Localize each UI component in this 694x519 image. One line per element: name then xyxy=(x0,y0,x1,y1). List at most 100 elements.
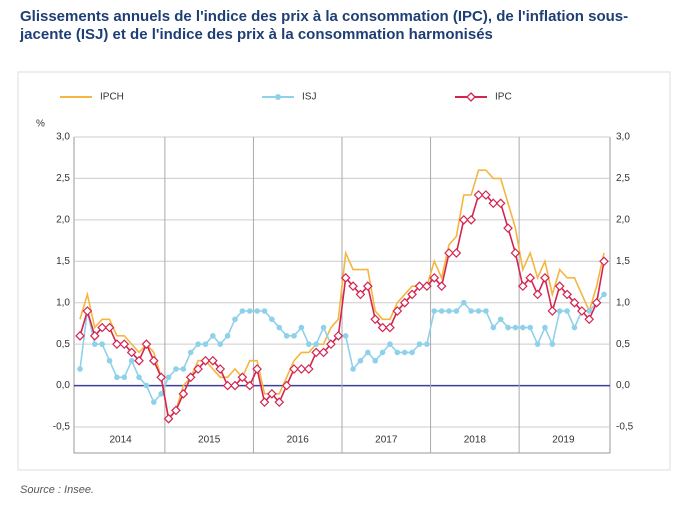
point xyxy=(97,322,107,333)
x-tick-label: 2019 xyxy=(552,435,575,446)
point xyxy=(564,308,570,314)
point xyxy=(75,331,85,341)
point xyxy=(222,380,233,391)
legend-label: ISJ xyxy=(302,92,316,103)
y2-tick-label: 0,5 xyxy=(616,339,630,350)
point xyxy=(259,397,270,407)
point xyxy=(136,374,142,381)
point xyxy=(237,372,248,383)
point xyxy=(134,355,144,366)
chart-title: Glissements annuels de l'indice des prix… xyxy=(20,8,629,43)
point xyxy=(104,322,115,333)
source: Source : Insee. xyxy=(20,484,94,496)
point xyxy=(458,215,469,225)
point xyxy=(141,339,152,349)
point xyxy=(326,339,336,349)
point xyxy=(350,366,356,372)
point xyxy=(217,341,224,347)
point xyxy=(436,281,447,291)
point xyxy=(399,297,410,308)
point xyxy=(422,281,432,291)
point xyxy=(481,190,491,200)
point xyxy=(318,347,329,358)
point xyxy=(488,198,499,209)
point xyxy=(542,324,548,331)
point xyxy=(473,190,484,200)
point xyxy=(444,248,454,258)
point xyxy=(99,341,105,347)
point xyxy=(193,364,203,374)
point xyxy=(409,349,415,356)
point xyxy=(269,316,275,323)
point xyxy=(281,380,292,391)
point xyxy=(274,397,285,407)
y-tick-label: 2,0 xyxy=(56,214,70,225)
x-tick-label: 2016 xyxy=(287,435,310,446)
y-tick-label: 1,0 xyxy=(56,297,70,308)
point xyxy=(82,306,93,316)
legend-label: IPCH xyxy=(100,92,124,103)
point xyxy=(313,341,319,347)
point xyxy=(296,364,307,374)
point xyxy=(512,324,519,331)
point xyxy=(438,308,445,314)
point xyxy=(163,413,174,424)
point xyxy=(571,324,578,331)
point xyxy=(156,372,167,383)
point xyxy=(540,273,550,283)
point xyxy=(549,341,556,347)
point xyxy=(230,380,240,391)
point xyxy=(261,308,268,314)
y2-tick-label: 0,0 xyxy=(616,380,630,391)
point xyxy=(362,281,373,291)
point xyxy=(112,339,122,349)
point xyxy=(562,289,572,300)
point xyxy=(599,256,609,267)
point xyxy=(554,281,565,291)
point xyxy=(119,339,130,349)
point xyxy=(586,308,593,314)
point xyxy=(392,306,403,316)
point xyxy=(143,382,150,389)
y2-tick-label: -0,5 xyxy=(616,422,634,433)
y2-tick-label: 2,5 xyxy=(616,173,630,184)
point xyxy=(246,308,253,314)
point xyxy=(195,341,201,347)
point xyxy=(601,291,607,298)
x-tick-label: 2017 xyxy=(375,435,398,446)
point xyxy=(178,389,189,399)
point xyxy=(490,324,497,331)
point xyxy=(165,374,172,381)
point xyxy=(591,297,602,308)
point xyxy=(460,299,467,306)
point xyxy=(210,333,216,339)
point xyxy=(180,366,187,372)
point xyxy=(372,357,379,364)
point xyxy=(534,341,541,347)
point xyxy=(532,289,543,300)
point xyxy=(77,366,83,372)
point xyxy=(385,322,395,333)
point xyxy=(355,289,366,300)
y2-tick-label: 3,0 xyxy=(616,132,630,143)
point xyxy=(525,273,536,283)
y-tick-label: -0,5 xyxy=(53,422,71,433)
point xyxy=(503,223,513,233)
point xyxy=(547,306,558,316)
point xyxy=(232,316,238,323)
series-line xyxy=(79,194,605,421)
point xyxy=(401,349,408,356)
point xyxy=(239,308,246,314)
point xyxy=(215,364,226,374)
point xyxy=(424,341,430,347)
point xyxy=(414,281,425,291)
point xyxy=(483,308,489,314)
point xyxy=(475,308,482,314)
point xyxy=(106,357,113,364)
point xyxy=(517,281,528,291)
point xyxy=(283,333,290,339)
point xyxy=(187,349,194,356)
point xyxy=(377,322,388,333)
point xyxy=(584,314,595,325)
